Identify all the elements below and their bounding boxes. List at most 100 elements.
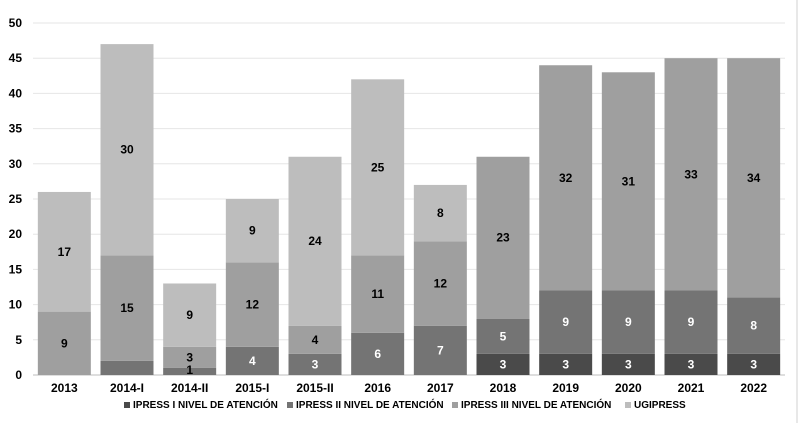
x-tick-label: 2015-I [235,381,269,395]
data-label: 8 [437,206,444,220]
data-label: 3 [500,357,507,371]
data-label: 9 [625,315,632,329]
bar-segment [539,65,593,291]
data-label: 8 [750,319,757,333]
data-label: 11 [371,287,384,301]
bar-segment [351,79,405,256]
bar-segment [476,318,530,354]
y-tick-label: 30 [9,157,23,171]
bar-segment [664,290,718,354]
bar-segment [351,332,405,375]
bar-segment [225,199,279,263]
y-tick-label: 25 [9,192,23,206]
y-tick-label: 50 [9,16,23,30]
bar-segment [601,353,655,375]
bar-segment [225,262,279,347]
bar-segment [539,290,593,354]
bar-segment [413,241,467,326]
legend: IPRESS I NIVEL DE ATENCIÓN IPRESS II NIVE… [124,398,686,411]
bar-segment [37,191,91,312]
legend-swatch [124,402,130,408]
data-label: 9 [186,308,193,322]
data-label: 1 [186,363,193,377]
bar-segment [163,346,217,368]
bar-segment [100,255,154,361]
data-label: 3 [625,357,632,371]
bar-segment [664,353,718,375]
bar-segment [163,283,217,347]
bar-segment [288,325,342,354]
legend-swatch [625,402,631,408]
bar-segment [225,346,279,375]
data-label: 31 [622,174,636,188]
bar-segment [539,353,593,375]
y-tick-label: 35 [9,122,23,136]
x-axis: 2013 2014-I 2014-II 2015-I 2015-II 2016 2017 20… [51,381,767,395]
data-label: 4 [312,333,319,347]
legend-swatch [452,402,458,408]
y-axis: 0 5 10 15 20 25 30 35 40 45 50 [9,16,23,382]
x-tick-label: 2022 [740,381,767,395]
data-label: 12 [434,276,448,290]
data-label: 7 [437,343,444,357]
y-tick-label: 20 [9,227,23,241]
data-label: 9 [61,336,68,350]
legend-swatch [287,402,293,408]
y-tick-label: 5 [15,333,22,347]
data-label: 17 [58,245,72,259]
data-label: 34 [747,171,761,185]
x-tick-label: 2017 [427,381,454,395]
bar-segment [601,72,655,291]
bar-segment [288,353,342,375]
bar-segment [351,255,405,333]
data-label: 23 [496,231,510,245]
y-tick-label: 0 [15,368,22,382]
bar-segment [664,58,718,291]
data-label: 30 [120,143,134,157]
data-label: 25 [371,160,385,174]
data-label: 12 [246,298,260,312]
data-label: 6 [374,347,381,361]
y-tick-label: 15 [9,262,23,276]
data-label: 3 [186,350,193,364]
data-label: 3 [312,357,319,371]
y-tick-label: 10 [9,298,23,312]
data-labels: 9171530139412934246112571283523393239313… [58,143,761,377]
bar-segment [476,156,530,319]
gridlines [33,22,785,376]
bar-segment [601,290,655,354]
data-label: 9 [249,224,256,238]
data-label: 9 [688,315,695,329]
data-label: 4 [249,354,256,368]
bars [37,44,781,375]
x-tick-label: 2021 [678,381,705,395]
bar-segment [476,353,530,375]
x-tick-label: 2016 [364,381,391,395]
bar-segment [163,367,217,375]
data-label: 3 [562,357,569,371]
legend-label: UGIPRESS [634,400,686,411]
x-tick-label: 2013 [51,381,78,395]
bar-segment [37,311,91,375]
y-tick-label: 45 [9,51,23,65]
data-label: 24 [308,234,322,248]
bar-segment [413,184,467,242]
data-label: 5 [500,329,507,343]
bar-segment [100,360,154,375]
x-tick-label: 2015-II [296,381,333,395]
data-label: 3 [688,357,695,371]
data-label: 3 [750,357,757,371]
data-label: 33 [684,167,698,181]
bar-segment [100,44,154,256]
x-tick-label: 2020 [615,381,642,395]
legend-label: IPRESS II NIVEL DE ATENCIÓN [296,398,444,411]
x-tick-label: 2014-II [171,381,208,395]
x-tick-label: 2018 [490,381,517,395]
data-label: 15 [120,301,134,315]
bar-segment [288,156,342,326]
bar-segment [727,297,781,354]
bar-segment [727,353,781,375]
legend-label: IPRESS I NIVEL DE ATENCIÓN [133,398,278,411]
